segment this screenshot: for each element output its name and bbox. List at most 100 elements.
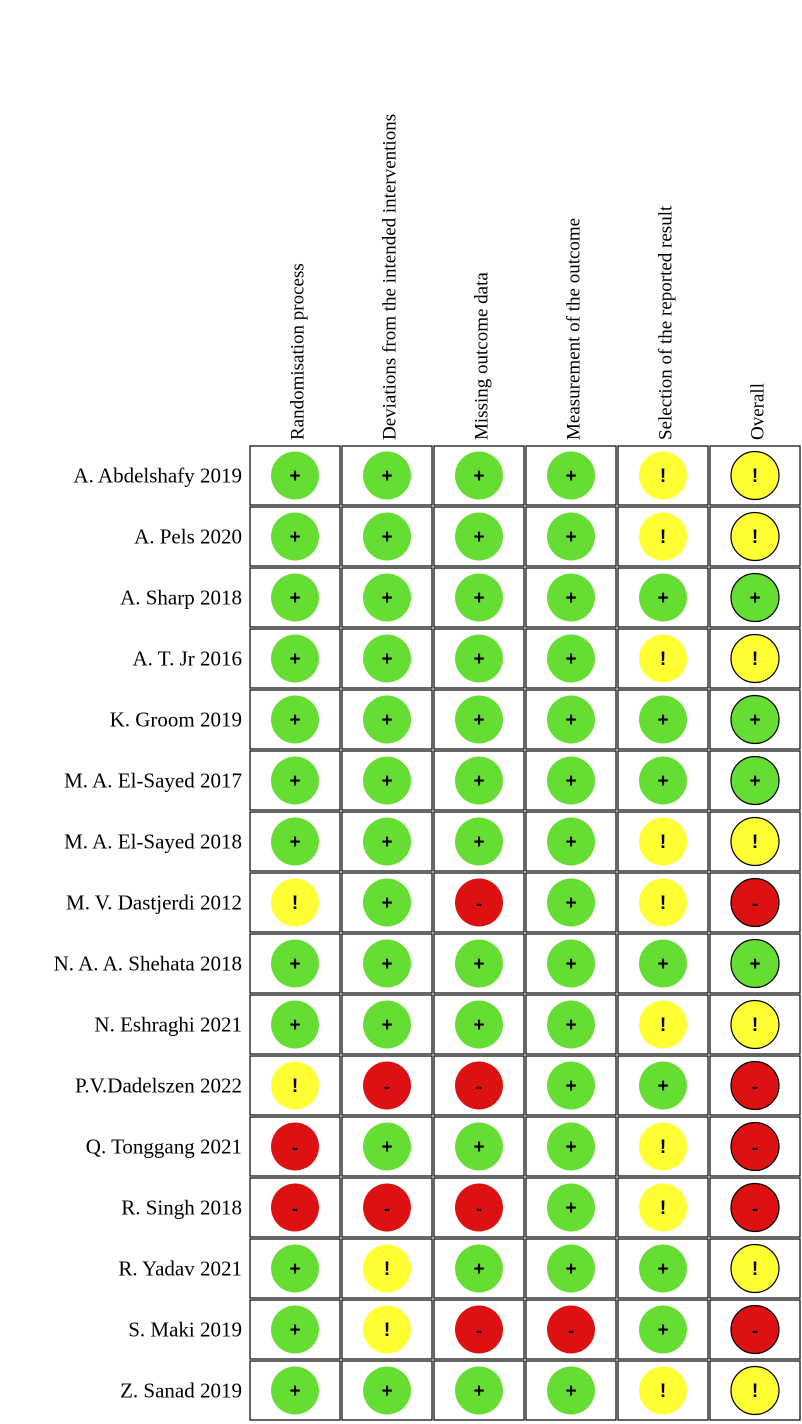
- rating-dot: [455, 1366, 503, 1415]
- rating-cell: +: [709, 567, 801, 628]
- rating-cell: !: [709, 445, 801, 506]
- study-label: N. A. A. Shehata 2018: [54, 952, 242, 976]
- study-label: S. Maki 2019: [128, 1318, 242, 1342]
- rating-symbol: +: [473, 649, 484, 670]
- column-headers: Randomisation process Deviations from the…: [287, 114, 768, 440]
- rating-dot: [730, 816, 780, 867]
- rating-cell: +: [617, 933, 709, 994]
- rating-symbol: -: [476, 1199, 482, 1219]
- column-header: Deviations from the intended interventio…: [379, 114, 400, 440]
- rating-cell: !: [617, 1360, 709, 1421]
- rating-cell: +: [525, 1055, 617, 1116]
- rating-symbol: !: [752, 1381, 758, 1402]
- rating-symbol: !: [292, 1076, 298, 1097]
- rating-dot: [639, 512, 687, 561]
- rating-symbol: +: [381, 527, 392, 548]
- rating-dot: [363, 939, 411, 988]
- rating-cell: -: [433, 1299, 525, 1360]
- rating-cell: -: [433, 1055, 525, 1116]
- rating-symbol: +: [657, 1259, 668, 1280]
- rating-symbol: !: [752, 527, 758, 548]
- rating-cell: -: [709, 1299, 801, 1360]
- rating-symbol: -: [752, 1077, 758, 1097]
- rating-symbol: !: [752, 466, 758, 487]
- rating-symbol: -: [384, 1077, 390, 1097]
- rating-symbol: +: [289, 466, 300, 487]
- rating-symbol: +: [657, 710, 668, 731]
- rating-dot: [547, 695, 595, 744]
- study-label: Z. Sanad 2019: [120, 1379, 242, 1403]
- rating-cell: +: [249, 933, 341, 994]
- rating-cell: +: [341, 689, 433, 750]
- rating-cell: +: [525, 1116, 617, 1177]
- rating-symbol: +: [565, 527, 576, 548]
- rating-symbol: +: [473, 588, 484, 609]
- rating-symbol: +: [565, 893, 576, 914]
- rating-dot: [271, 1000, 319, 1049]
- rating-dot: [547, 1122, 595, 1171]
- rating-dot: [547, 1305, 595, 1354]
- rating-symbol: +: [565, 1381, 576, 1402]
- rating-dot: [639, 1183, 687, 1232]
- rating-cell: +: [433, 689, 525, 750]
- rating-dot: [639, 878, 687, 927]
- rating-symbol: +: [749, 771, 760, 792]
- rating-cell: +: [341, 811, 433, 872]
- rating-dot: [271, 939, 319, 988]
- rating-dot: [363, 451, 411, 500]
- rating-cell: !: [709, 1360, 801, 1421]
- rating-symbol: !: [752, 649, 758, 670]
- rating-symbol: +: [749, 954, 760, 975]
- rating-dot: [730, 755, 780, 806]
- rating-symbol: +: [473, 1381, 484, 1402]
- study-label: R. Singh 2018: [121, 1196, 242, 1220]
- rating-cell: +: [249, 689, 341, 750]
- rating-cell: +: [525, 506, 617, 567]
- rating-dot: [730, 633, 780, 684]
- rating-cell: +: [525, 445, 617, 506]
- rating-symbol: +: [565, 1076, 576, 1097]
- rating-cell: !: [617, 1177, 709, 1238]
- column-header: Selection of the reported result: [655, 205, 676, 440]
- rating-cell: +: [341, 933, 433, 994]
- rating-dot: [455, 451, 503, 500]
- rating-cell: +: [341, 872, 433, 933]
- rating-dot: [271, 1122, 319, 1171]
- rating-dot: [639, 756, 687, 805]
- study-label: A. Abdelshafy 2019: [73, 464, 242, 488]
- rating-symbol: +: [289, 1381, 300, 1402]
- rating-symbol: +: [565, 649, 576, 670]
- rating-cell: +: [249, 567, 341, 628]
- rating-cell: +: [341, 628, 433, 689]
- column-header: Missing outcome data: [471, 272, 492, 440]
- rating-symbol: -: [752, 894, 758, 914]
- rating-cell: +: [341, 445, 433, 506]
- study-label: Q. Tonggang 2021: [86, 1135, 242, 1159]
- rating-symbol: +: [657, 588, 668, 609]
- rating-dot: [271, 878, 319, 927]
- rating-cell: +: [617, 1238, 709, 1299]
- rating-symbol: !: [660, 1015, 666, 1036]
- column-header: Randomisation process: [287, 263, 308, 440]
- column-header: Overall: [747, 383, 768, 440]
- rating-cell: +: [341, 994, 433, 1055]
- rating-cell: +: [249, 1299, 341, 1360]
- rating-cell: +: [709, 689, 801, 750]
- rating-dot: [730, 1121, 780, 1172]
- rating-dot: [363, 1244, 411, 1293]
- rating-dot: [455, 878, 503, 927]
- rating-dot: [271, 1305, 319, 1354]
- rating-cell: +: [525, 750, 617, 811]
- rating-dot: [271, 573, 319, 622]
- rating-cell: +: [249, 628, 341, 689]
- rating-dot: [730, 938, 780, 989]
- rating-dot: [639, 1244, 687, 1293]
- rating-cell: +: [709, 933, 801, 994]
- rating-cell: +: [433, 1238, 525, 1299]
- rating-cell: +: [341, 1360, 433, 1421]
- rating-dot: [730, 572, 780, 623]
- rating-cell: !: [709, 994, 801, 1055]
- rating-dot: [363, 695, 411, 744]
- rating-cell: +: [433, 933, 525, 994]
- rating-cell: +: [433, 445, 525, 506]
